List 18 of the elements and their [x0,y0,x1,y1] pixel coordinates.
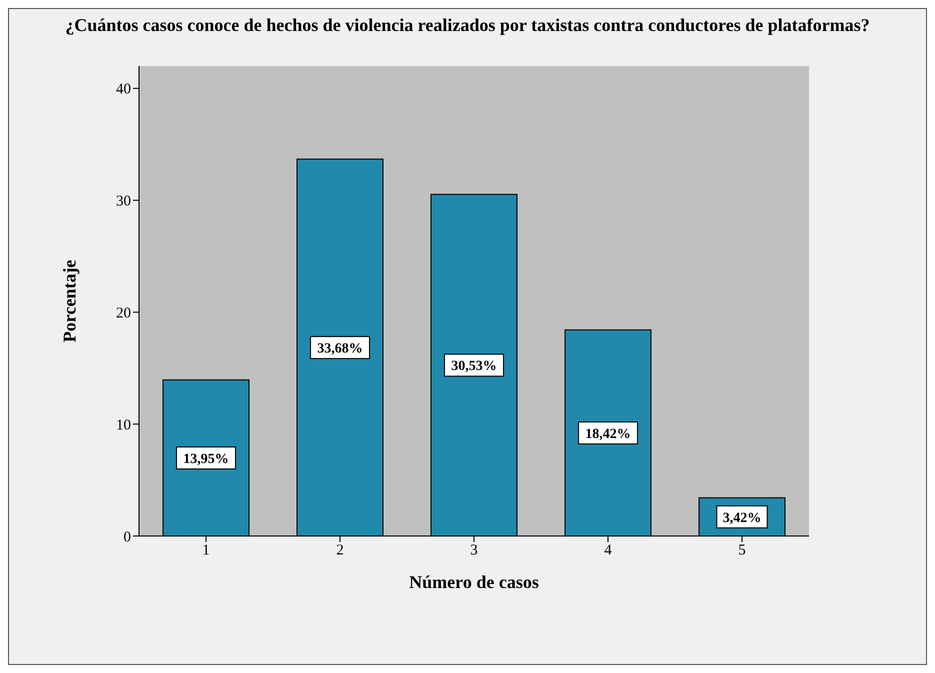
x-tick-label: 1 [202,542,210,559]
x-tick-label: 4 [604,542,612,559]
data-label: 30,53% [451,359,497,374]
x-tick-label: 3 [470,542,478,559]
x-axis-title: Número de casos [409,572,539,592]
chart-title: ¿Cuántos casos conoce de hechos de violencia realizados por taxistas contra conductores de plataformas? [64,14,871,36]
y-axis-title: Porcentaje [59,260,80,342]
data-label: 33,68% [317,342,363,357]
x-tick-label: 5 [738,542,746,559]
y-tick-label: 30 [116,194,131,210]
data-label: 13,95% [183,452,229,467]
y-tick-label: 40 [116,82,131,98]
y-tick-label: 0 [124,529,131,546]
data-label: 3,42% [722,510,762,526]
data-label: 18,42% [585,426,631,442]
x-tick-label: 2 [336,542,344,559]
y-tick-label: 20 [116,306,131,322]
y-tick-label: 10 [116,417,131,434]
